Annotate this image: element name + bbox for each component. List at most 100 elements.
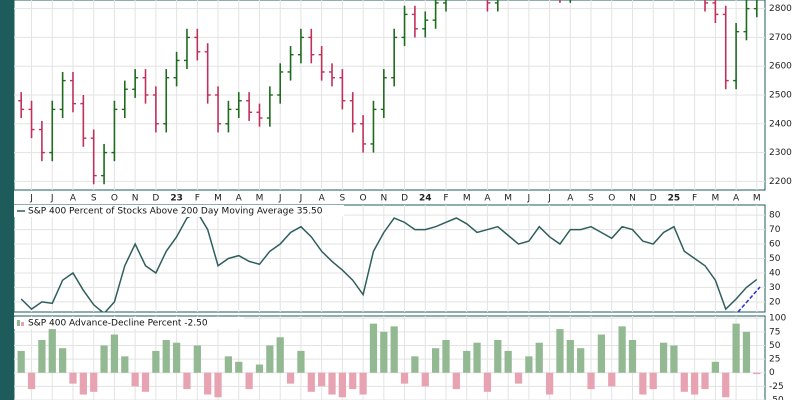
bar: [618, 326, 626, 373]
bar: [535, 342, 543, 373]
x-tick-label: S: [91, 194, 97, 204]
bar: [307, 372, 315, 392]
bar: [556, 329, 564, 373]
bar: [69, 372, 77, 384]
x-tick-label: M: [463, 194, 471, 204]
bar: [369, 323, 378, 373]
bar: [639, 372, 647, 395]
x-tick-label: S: [340, 194, 346, 204]
bar: [732, 323, 740, 373]
bar: [17, 350, 25, 373]
bar: [349, 372, 357, 390]
bar: [266, 345, 274, 373]
title-bg: [14, 205, 344, 217]
bar: [131, 372, 139, 387]
bar: [338, 372, 347, 398]
bar: [452, 372, 460, 390]
bar: [753, 372, 761, 375]
bar: [473, 342, 481, 373]
x-tick-label: A: [319, 194, 326, 204]
x-tick-label: N: [380, 194, 387, 204]
bar: [566, 340, 574, 373]
y-tick-label: -50: [769, 396, 784, 400]
bar: [504, 350, 512, 373]
bar: [722, 372, 730, 398]
x-tick-label: M: [504, 194, 512, 204]
bar: [318, 372, 326, 387]
bar: [90, 372, 98, 392]
x-tick-label: A: [567, 194, 574, 204]
x-tick-label: O: [608, 194, 615, 204]
line-series: [20, 211, 758, 312]
bar: [421, 372, 429, 387]
bar: [680, 372, 688, 392]
bar: [494, 340, 502, 373]
bar: [649, 372, 657, 390]
x-tick-label: O: [360, 194, 367, 204]
bar: [711, 361, 720, 373]
bar: [411, 356, 419, 373]
bar: [152, 350, 160, 373]
bar: [141, 372, 150, 392]
bar: [193, 345, 201, 373]
x-tick-label: J: [29, 194, 33, 204]
bar: [577, 348, 585, 373]
bar: [183, 372, 191, 390]
x-tick-label: J: [547, 194, 551, 204]
bar: [597, 334, 606, 373]
bar: [525, 356, 533, 373]
legend-icon: [17, 320, 20, 326]
bar: [463, 350, 471, 373]
bar: [204, 372, 212, 395]
bar: [608, 372, 616, 387]
y-tick-label: 80: [769, 211, 781, 221]
bar: [545, 372, 554, 395]
bar: [110, 334, 119, 373]
bar: [380, 331, 388, 373]
bar: [359, 372, 367, 395]
plot-layer: 2200 2300 2400 2500 2600 2700 2800 J J A S O N D 23 F M A…: [14, 0, 792, 400]
bar: [628, 340, 637, 373]
x-tick-label: A: [733, 194, 740, 204]
bar: [48, 329, 56, 373]
bar: [79, 372, 87, 395]
legend-icon: [21, 322, 24, 326]
y-tick-label: 40: [769, 268, 781, 278]
bar: [286, 372, 295, 384]
bar: [483, 372, 492, 392]
y-tick-label: 60: [769, 240, 781, 250]
title-bg: [14, 317, 244, 329]
x-tick-label: J: [50, 194, 54, 204]
x-tick-label: A: [484, 194, 491, 204]
bar: [742, 331, 751, 373]
panel-title: S&P 400 Percent of Stocks Above 200 Day …: [28, 207, 323, 217]
bar: [276, 337, 284, 373]
x-tick-label: 23: [170, 194, 183, 204]
y-tick-label: 2800: [769, 4, 792, 14]
x-tick-label: A: [236, 194, 243, 204]
x-tick-label: F: [195, 194, 200, 204]
panel-plot: [14, 0, 765, 190]
bar: [172, 342, 181, 373]
y-tick-label: 25: [769, 355, 780, 365]
bar: [431, 348, 440, 373]
y-tick-label: 50: [769, 254, 781, 264]
bar: [514, 372, 523, 384]
bar: [245, 372, 253, 390]
x-tick-label: N: [132, 194, 139, 204]
y-tick-label: 0: [769, 368, 775, 378]
bar: [442, 340, 450, 373]
x-tick-label: J: [527, 194, 531, 204]
y-tick-label: 2500: [769, 91, 792, 101]
x-tick-label: N: [629, 194, 636, 204]
x-tick-label: D: [650, 194, 657, 204]
bar: [400, 372, 409, 384]
bar: [255, 364, 264, 373]
y-tick-label: 2600: [769, 62, 792, 72]
x-tick-label: M: [256, 194, 264, 204]
x-tick-label: F: [443, 194, 448, 204]
x-tick-label: O: [111, 194, 118, 204]
bar: [162, 340, 170, 373]
x-tick-label: M: [753, 194, 761, 204]
y-tick-label: 2200: [769, 177, 792, 187]
